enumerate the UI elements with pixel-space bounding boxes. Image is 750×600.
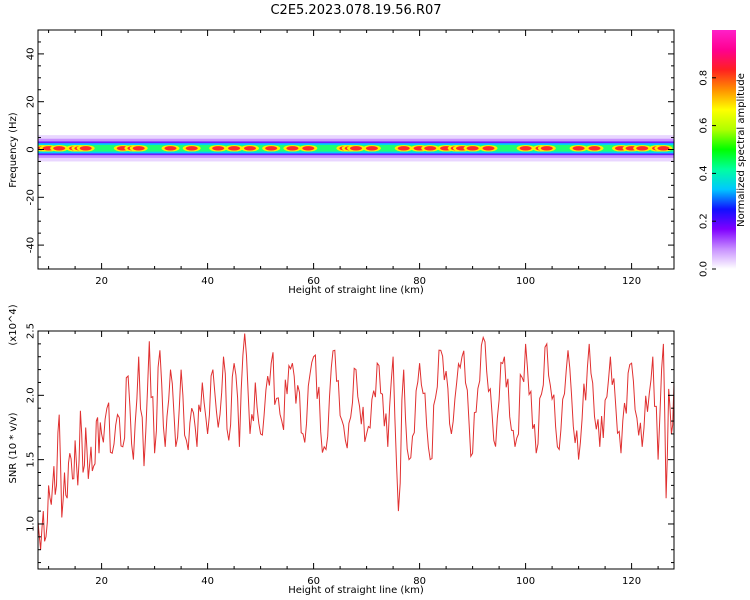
band-hot-spot bbox=[397, 146, 410, 151]
band-hot-spot bbox=[482, 146, 495, 151]
colorbar-tick-label: 0.4 bbox=[699, 165, 710, 181]
band-hot-spot bbox=[244, 146, 256, 151]
x-tick-label: 40 bbox=[201, 276, 214, 287]
snr-line bbox=[38, 333, 674, 550]
x-tick-label: 60 bbox=[307, 276, 320, 287]
band-hot-spot bbox=[466, 146, 479, 151]
band-hot-spot bbox=[228, 146, 241, 151]
band-hot-spot bbox=[302, 146, 315, 151]
band-hot-spot bbox=[424, 146, 437, 151]
x-tick-label: 20 bbox=[95, 576, 108, 587]
band-hot-spot bbox=[164, 146, 177, 151]
snr-frame bbox=[37, 330, 675, 570]
band-hot-spot bbox=[636, 146, 649, 151]
band-hot-spot bbox=[212, 146, 225, 151]
snr-y-label: SNR (10 * v/v) bbox=[8, 412, 19, 483]
y-tick-label: -40 bbox=[26, 237, 37, 253]
x-tick-label: 120 bbox=[622, 276, 641, 287]
colorbar-label: Normalized spectral amplitude bbox=[736, 73, 747, 227]
colorbar: 0.0 0.2 0.4 0.6 0.8 Normalized spectral ampl… bbox=[699, 30, 747, 277]
band-hot-spot bbox=[572, 146, 585, 151]
snr-plot-area bbox=[38, 333, 674, 550]
colorbar-tick-label: 0.6 bbox=[699, 118, 710, 134]
band-hot-spot bbox=[265, 146, 278, 151]
x-tick-label: 60 bbox=[307, 576, 320, 587]
band-hot-spot bbox=[132, 146, 145, 151]
y-tick-label: 1.5 bbox=[26, 452, 37, 468]
band-hot-spot bbox=[540, 146, 553, 151]
spectrogram-panel: 20 40 60 80 100 120 -40 -20 0 20 40 Height of str… bbox=[8, 29, 675, 296]
chart-title: C2E5.2023.078.19.56.R07 bbox=[270, 3, 441, 18]
y-tick-label: -20 bbox=[26, 189, 37, 205]
spectrogram-y-label: Frequency (Hz) bbox=[8, 112, 19, 188]
spectrogram-y-ticks: -40 -20 0 20 40 bbox=[26, 41, 674, 258]
x-tick-label: 80 bbox=[413, 276, 426, 287]
snr-y-multiplier: (x10^4) bbox=[8, 304, 19, 345]
band-hot-spot bbox=[365, 146, 378, 151]
y-tick-label: 2.0 bbox=[26, 387, 37, 403]
y-tick-label: 40 bbox=[26, 48, 37, 61]
x-tick-label: 40 bbox=[201, 576, 214, 587]
x-tick-label: 20 bbox=[95, 276, 108, 287]
spectrogram-x-label: Height of straight line (km) bbox=[288, 285, 424, 296]
y-tick-label: 0 bbox=[26, 146, 37, 152]
band-hot-spot bbox=[588, 146, 601, 151]
x-tick-label: 100 bbox=[516, 576, 535, 587]
y-tick-label: 1.0 bbox=[26, 516, 37, 532]
colorbar-ticks: 0.0 0.2 0.4 0.6 0.8 bbox=[699, 70, 716, 277]
snr-panel: 20 40 60 80 100 120 1.0 1.5 2.0 2.5 Height of st… bbox=[8, 304, 675, 596]
snr-x-ticks: 20 40 60 80 100 120 bbox=[48, 331, 659, 587]
band-hot-spot bbox=[53, 146, 66, 151]
band-hot-spot bbox=[185, 146, 198, 151]
x-tick-label: 120 bbox=[622, 576, 641, 587]
snr-x-label: Height of straight line (km) bbox=[288, 585, 424, 596]
x-tick-label: 80 bbox=[413, 576, 426, 587]
band-hot-spot bbox=[79, 146, 92, 151]
spectrogram-x-ticks: 20 40 60 80 100 120 bbox=[48, 30, 659, 287]
colorbar-tick-label: 0.0 bbox=[699, 261, 710, 277]
spectral-band bbox=[38, 135, 674, 162]
colorbar-gradient bbox=[712, 30, 736, 269]
y-tick-label: 20 bbox=[26, 95, 37, 108]
y-tick-label: 2.5 bbox=[26, 323, 37, 339]
colorbar-tick-label: 0.8 bbox=[699, 70, 710, 86]
band-hot-spot bbox=[286, 146, 299, 151]
snr-y-ticks: 1.0 1.5 2.0 2.5 bbox=[26, 323, 674, 564]
colorbar-tick-label: 0.2 bbox=[699, 213, 710, 229]
x-tick-label: 100 bbox=[516, 276, 535, 287]
band-hot-spot bbox=[519, 146, 532, 151]
band-hot-spot bbox=[657, 146, 670, 151]
band-hot-spot bbox=[350, 146, 362, 151]
